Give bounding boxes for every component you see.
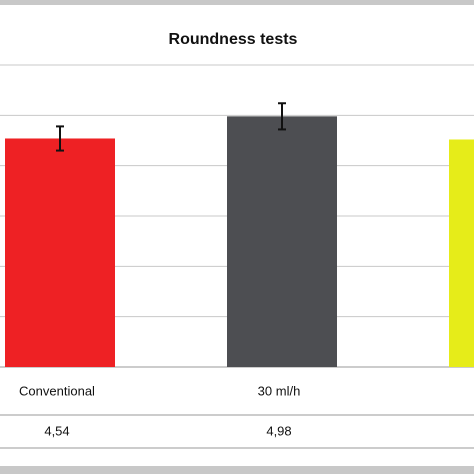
bar — [449, 139, 474, 367]
top-border — [0, 0, 474, 5]
x-tick-label: 30 ml/h — [258, 383, 301, 398]
value-label: 4,54 — [44, 423, 69, 438]
bar — [5, 138, 115, 367]
bottom-border — [0, 466, 474, 474]
chart-title: Roundness tests — [169, 31, 298, 48]
bar — [227, 116, 337, 367]
value-label: 4,98 — [266, 423, 291, 438]
x-tick-label: Conventional — [19, 383, 95, 398]
